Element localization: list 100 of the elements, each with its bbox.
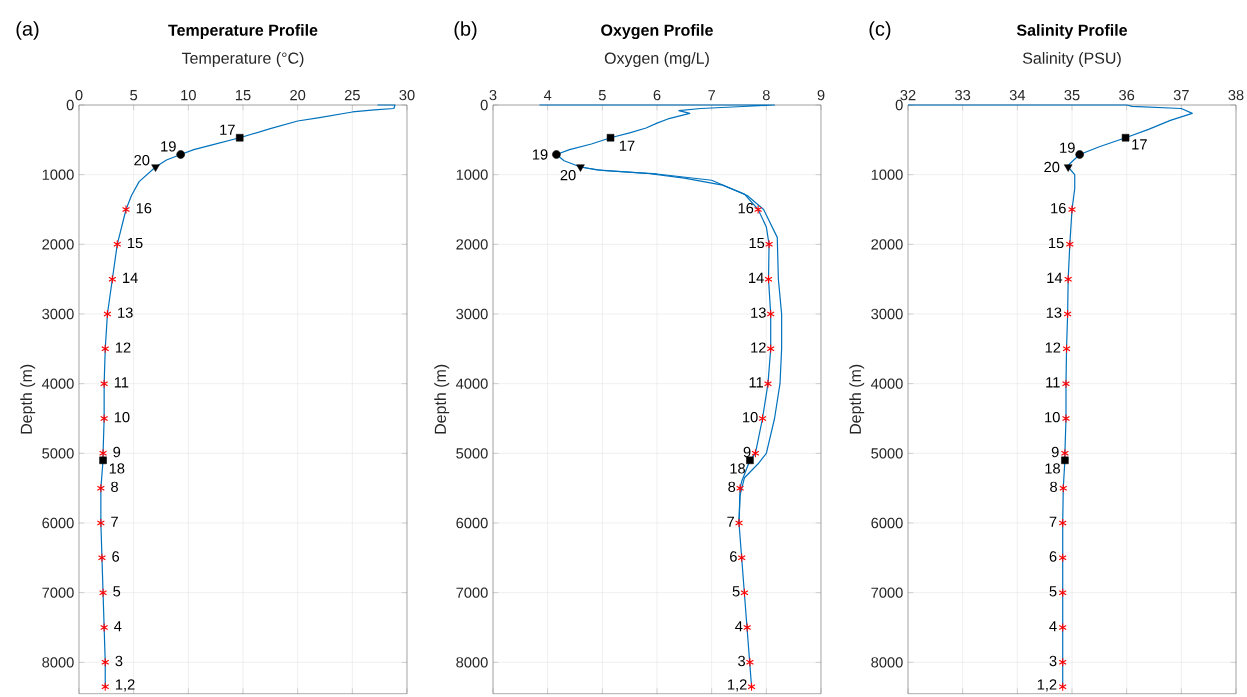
annotation: 17 — [220, 124, 235, 135]
annotation: 1,2 — [1037, 679, 1057, 692]
annotation: 12 — [1045, 342, 1061, 353]
annotation: 5 — [113, 586, 121, 597]
annotation: 14 — [1047, 272, 1063, 283]
x-tick-label: 33 — [955, 89, 971, 101]
y-tick-label: 7000 — [456, 587, 488, 598]
y-tick-label: 5000 — [456, 448, 488, 459]
annotation: 9 — [743, 446, 751, 458]
annotation: 18 — [109, 463, 125, 474]
y-tick-label: 5000 — [42, 448, 74, 459]
annotation: 5 — [732, 586, 740, 597]
y-tick-label: 8000 — [456, 657, 488, 668]
annotation: 8 — [111, 481, 118, 493]
x-tick-label: 35 — [1064, 89, 1080, 101]
annotation: 3 — [1049, 655, 1057, 667]
annotation: 6 — [1049, 551, 1057, 562]
y-tick-label: 8000 — [871, 657, 903, 668]
x-tick-label: 15 — [235, 90, 251, 101]
x-tick-label: 10 — [181, 89, 196, 101]
y-axis-title: Depth (m) — [849, 364, 865, 434]
annotation: 14 — [749, 272, 764, 283]
annotation: 1,2 — [728, 679, 747, 692]
annotation: 15 — [1049, 237, 1064, 249]
annotation: 15 — [749, 237, 765, 249]
y-tick-label: 1000 — [42, 169, 74, 180]
annotation: 16 — [738, 202, 754, 214]
y-tick-label: 8000 — [42, 657, 74, 668]
text: (a) — [16, 21, 39, 40]
y-tick-label: 4000 — [456, 378, 488, 389]
annotation: 10 — [743, 411, 758, 423]
annotation: 9 — [1051, 446, 1059, 458]
y-tick-label: 3000 — [456, 308, 488, 320]
annotation: 13 — [1046, 307, 1062, 318]
annotation: 17 — [619, 140, 635, 151]
text: (b) — [454, 21, 477, 40]
x-axis-title: Salinity (PSU) — [1022, 52, 1121, 67]
text: (c) — [869, 21, 891, 40]
annotation: 20 — [560, 169, 576, 181]
chart-title: Salinity Profile — [1016, 24, 1128, 39]
annotation: 11 — [114, 377, 129, 388]
y-tick-label: 4000 — [42, 378, 74, 389]
annotation: 7 — [111, 516, 118, 527]
x-tick-label: 36 — [1119, 89, 1135, 101]
annotation: 3 — [115, 655, 123, 667]
annotation: 16 — [136, 202, 152, 214]
y-tick-label: 0 — [480, 99, 488, 111]
annotation: 11 — [1046, 377, 1060, 388]
annotation: 12 — [751, 342, 766, 353]
annotation: 10 — [114, 411, 130, 423]
annotation: 13 — [751, 307, 766, 318]
annotation: 7 — [1049, 516, 1057, 527]
annotation: 20 — [134, 155, 150, 166]
annotation: 20 — [1044, 161, 1060, 173]
annotation: 16 — [1051, 202, 1066, 214]
annotation: 6 — [730, 551, 737, 562]
x-tick-label: 4 — [543, 90, 552, 101]
annotation: 6 — [112, 551, 120, 562]
x-tick-label: 20 — [290, 89, 306, 101]
y-tick-label: 4000 — [871, 378, 903, 389]
x-tick-label: 34 — [1009, 89, 1026, 101]
y-tick-label: 6000 — [871, 517, 903, 529]
annotation: 5 — [1049, 586, 1057, 597]
y-tick-label: 7000 — [42, 587, 74, 598]
annotation: 4 — [735, 621, 743, 632]
x-tick-label: 38 — [1228, 89, 1244, 101]
annotation: 4 — [114, 621, 122, 632]
x-tick-label: 37 — [1173, 89, 1189, 101]
y-tick-label: 0 — [895, 99, 903, 111]
y-axis-title: Depth (m) — [20, 364, 36, 434]
y-tick-label: 3000 — [871, 308, 903, 320]
annotation: 19 — [1060, 142, 1075, 153]
x-tick-label: 3 — [489, 89, 497, 101]
annotation: 18 — [1045, 463, 1060, 474]
annotation: 10 — [1045, 411, 1060, 423]
annotation: 12 — [115, 342, 131, 353]
chart-title: Temperature Profile — [168, 24, 318, 39]
y-tick-label: 2000 — [871, 239, 903, 250]
y-tick-label: 1000 — [871, 169, 903, 180]
x-tick-label: 25 — [344, 89, 360, 101]
x-tick-label: 30 — [399, 89, 415, 101]
annotation: 7 — [727, 516, 734, 527]
y-tick-label: 6000 — [42, 517, 74, 529]
annotation: 19 — [532, 149, 548, 160]
annotation: 1,2 — [115, 679, 135, 692]
x-tick-label: 7 — [708, 90, 716, 101]
annotation: 13 — [118, 307, 133, 318]
annotation: 15 — [127, 237, 143, 249]
annotation: 19 — [161, 141, 176, 152]
chart-title: Oxygen Profile — [601, 24, 713, 40]
x-tick-label: 5 — [598, 90, 606, 101]
y-tick-label: 5000 — [871, 448, 903, 459]
annotation: 14 — [123, 272, 138, 283]
x-tick-label: 0 — [75, 89, 83, 101]
y-tick-label: 3000 — [42, 308, 74, 320]
annotation: 8 — [1050, 481, 1058, 493]
y-tick-label: 6000 — [456, 517, 488, 529]
y-tick-label: 1000 — [456, 169, 488, 180]
annotation: 18 — [730, 463, 746, 474]
y-tick-label: 7000 — [871, 587, 903, 598]
